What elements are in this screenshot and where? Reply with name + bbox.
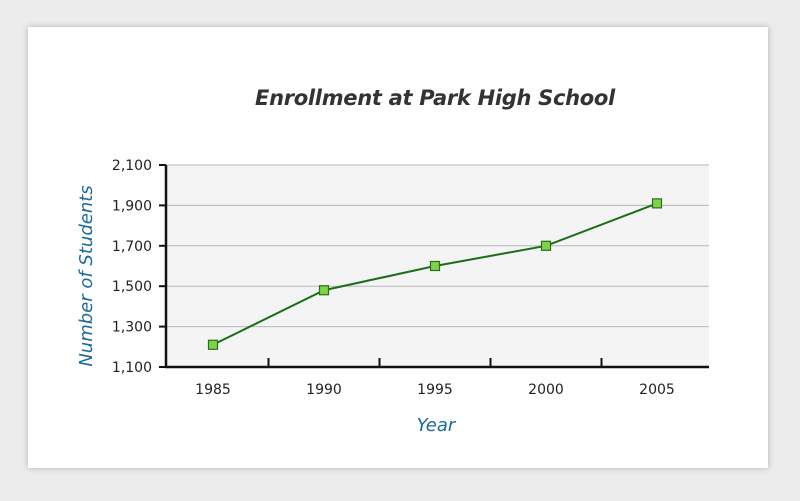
data-point xyxy=(540,240,552,251)
y-tick-label: 2,100 xyxy=(112,158,152,174)
y-tick-label: 1,500 xyxy=(112,279,152,295)
x-tick-label: 2000 xyxy=(528,382,564,398)
y-tick-label: 1,300 xyxy=(112,320,152,336)
x-tick-label: 1990 xyxy=(306,382,342,398)
x-tick-label: 1995 xyxy=(417,382,453,398)
x-axis-title: Year xyxy=(417,415,457,436)
x-tick-label: 2005 xyxy=(639,382,675,398)
data-point xyxy=(651,198,663,209)
y-tick-label: 1,100 xyxy=(112,360,152,376)
y-tick-label: 1,700 xyxy=(112,239,152,255)
data-point xyxy=(429,260,441,272)
series-enrollment xyxy=(207,198,663,350)
y-tick-label: 1,900 xyxy=(112,198,152,214)
y-axis-title: Number of Students xyxy=(76,185,97,366)
axes xyxy=(159,164,709,369)
y-tick-labels: 1,100 1,300 1,500 1,700 1,900 2,100 xyxy=(112,158,152,376)
data-point xyxy=(318,285,330,296)
chart-title: Enrollment at Park High School xyxy=(255,86,615,110)
grid-lines xyxy=(166,164,709,328)
x-tick-labels: 1985 1990 1995 2000 2005 xyxy=(195,382,675,398)
x-tick-label: 1985 xyxy=(195,382,231,398)
data-point xyxy=(207,339,219,350)
